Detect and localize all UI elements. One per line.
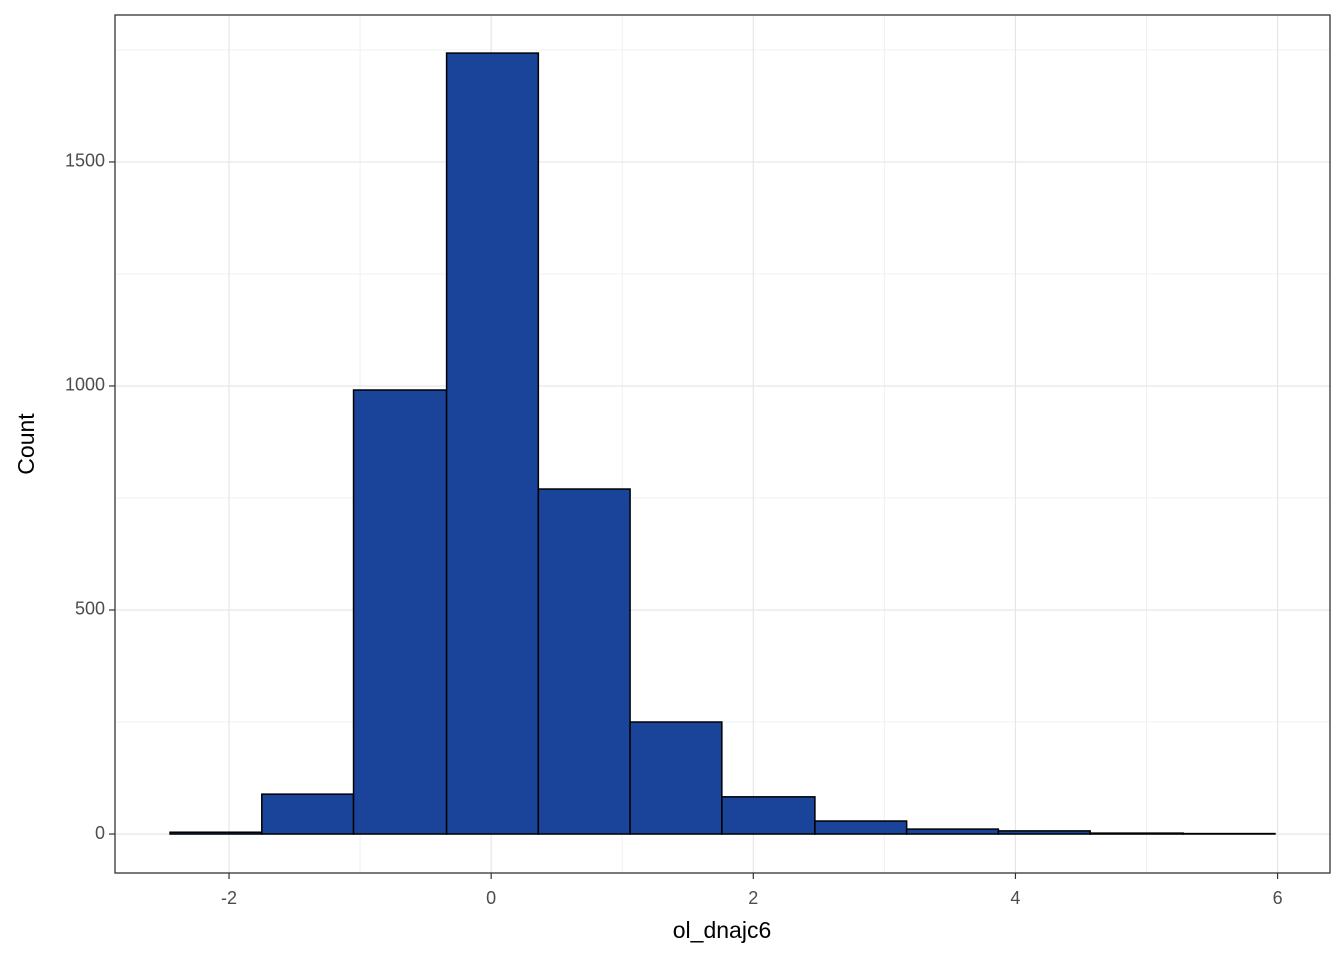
bar: [445, 52, 540, 835]
bar: [352, 389, 448, 835]
y-axis-title: Count: [13, 413, 39, 475]
bar: [169, 831, 263, 835]
bar: [814, 820, 908, 835]
bar: [1089, 832, 1184, 835]
y-tick-label: 0: [95, 823, 105, 843]
x-axis-title: ol_dnajc6: [673, 917, 771, 943]
bar: [629, 721, 723, 835]
bar: [997, 830, 1091, 835]
x-tick-label: 0: [486, 888, 496, 908]
y-tick-label: 500: [75, 599, 105, 619]
bar: [721, 796, 816, 835]
bar: [905, 828, 1000, 835]
x-tick-label: -2: [221, 888, 237, 908]
panel-border: [114, 14, 1331, 874]
x-tick-label: 6: [1273, 888, 1283, 908]
y-tick-label: 1500: [65, 151, 105, 171]
bar: [261, 793, 355, 835]
bar: [537, 488, 631, 835]
x-tick-label: 4: [1010, 888, 1020, 908]
x-tick-label: 2: [748, 888, 758, 908]
y-tick-label: 1000: [65, 375, 105, 395]
